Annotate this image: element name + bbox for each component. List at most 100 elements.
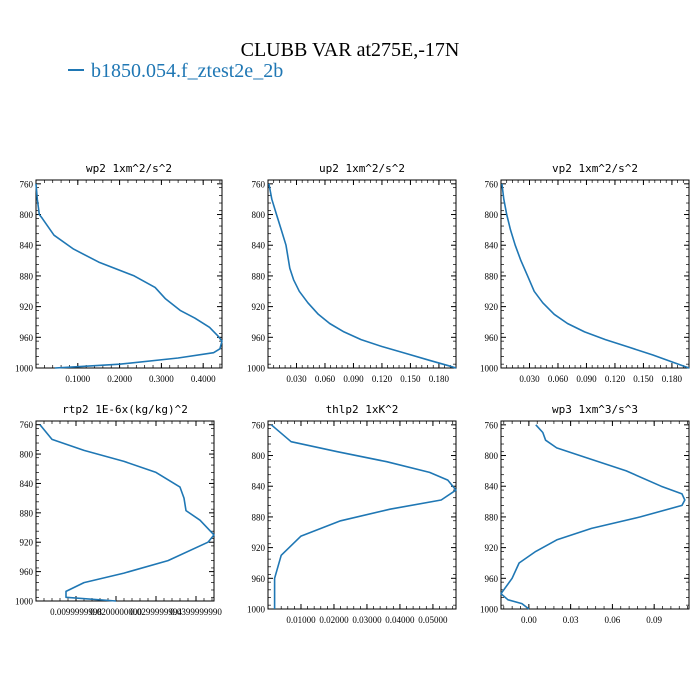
xtick-label: 0.0200000000 <box>90 607 142 617</box>
xtick-label: 0.09 <box>646 615 662 625</box>
plot-frame <box>267 420 457 610</box>
xtick-label: 0.030 <box>519 374 540 384</box>
ytick-label: 920 <box>485 302 499 312</box>
ytick-label: 840 <box>20 479 34 489</box>
ytick-label: 920 <box>485 543 499 553</box>
ytick-label: 880 <box>485 512 499 522</box>
xtick-label: 0.01000 <box>286 615 316 625</box>
series-line <box>500 424 686 610</box>
panel-title: vp2 1xm^2/s^2 <box>552 162 638 175</box>
ytick-label: 920 <box>20 302 34 312</box>
ytick-label: 840 <box>252 241 266 251</box>
ytick-label: 880 <box>20 508 34 518</box>
ytick-label: 800 <box>252 451 266 461</box>
xtick-label: 0.0299999994 <box>130 607 182 617</box>
xtick-label: 0.0099999998 <box>50 607 102 617</box>
ytick-label: 840 <box>20 241 34 251</box>
xtick-label: 0.4000 <box>191 374 216 384</box>
xtick-label: 0.090 <box>576 374 597 384</box>
xtick-label: 0.1000 <box>65 374 90 384</box>
panel-4: thlp2 1xK^2 760 800 840 880 920 960 1000 0.01000… <box>247 403 457 625</box>
series-line <box>39 424 215 602</box>
panel-1: up2 1xm^2/s^2 760 800 840 880 920 960 1000 0.030… <box>247 162 457 384</box>
xtick-label: 0.120 <box>605 374 626 384</box>
xtick-label: 0.3000 <box>149 374 174 384</box>
ytick-label: 760 <box>20 420 34 430</box>
ytick-label: 960 <box>20 333 34 343</box>
ytick-label: 800 <box>20 210 34 220</box>
xtick-label: 0.090 <box>343 374 364 384</box>
ytick-label: 800 <box>20 450 34 460</box>
plot-frame <box>35 420 215 602</box>
series-line <box>268 183 457 369</box>
ytick-label: 800 <box>485 210 499 220</box>
xtick-label: 0.150 <box>633 374 654 384</box>
ytick-label: 840 <box>485 482 499 492</box>
ytick-label: 920 <box>252 302 266 312</box>
series-line <box>270 424 457 609</box>
panel-title: up2 1xm^2/s^2 <box>319 162 405 175</box>
ytick-label: 760 <box>252 420 266 430</box>
ytick-label: 760 <box>20 179 34 189</box>
xtick-label: 0.0399999990 <box>170 607 222 617</box>
xtick-label: 0.060 <box>315 374 336 384</box>
ytick-label: 880 <box>20 271 34 281</box>
ytick-label: 1000 <box>247 605 266 615</box>
figure-title: CLUBB VAR at275E,-17N <box>241 39 460 61</box>
xtick-label: 0.060 <box>548 374 569 384</box>
legend-label: b1850.054.f_ztest2e_2b <box>91 60 283 82</box>
xtick-label: 0.03000 <box>352 615 382 625</box>
figure-legend: b1850.054.f_ztest2e_2b <box>68 60 283 82</box>
ytick-label: 920 <box>252 543 266 553</box>
xtick-label: 0.180 <box>662 374 683 384</box>
xtick-label: 0.06 <box>605 615 621 625</box>
panel-2: vp2 1xm^2/s^2 760 800 840 880 920 960 1000 0.030… <box>480 162 690 384</box>
plot-frame <box>500 179 690 369</box>
ytick-label: 880 <box>252 271 266 281</box>
ytick-label: 920 <box>20 538 34 548</box>
xtick-label: 0.150 <box>400 374 421 384</box>
series-line <box>501 183 690 369</box>
ytick-label: 960 <box>252 333 266 343</box>
ytick-label: 1000 <box>15 597 34 607</box>
ytick-label: 800 <box>485 451 499 461</box>
panel-0: wp2 1xm^2/s^2 760 800 840 880 920 960 1000 0.100… <box>15 162 223 384</box>
xtick-label: 0.180 <box>429 374 450 384</box>
ytick-label: 960 <box>252 574 266 584</box>
xtick-label: 0.04000 <box>385 615 415 625</box>
panel-5: wp3 1xm^3/s^3 760 800 840 880 920 960 1000 0.00 0… <box>480 403 690 625</box>
ytick-label: 1000 <box>480 364 499 374</box>
ytick-label: 880 <box>485 271 499 281</box>
panel-3: rtp2 1E-6x(kg/kg)^2 760 800 840 880 920 960 100… <box>15 403 222 617</box>
series-line <box>35 183 223 369</box>
ytick-label: 800 <box>252 210 266 220</box>
ytick-label: 880 <box>252 512 266 522</box>
ytick-label: 760 <box>252 179 266 189</box>
ytick-label: 960 <box>485 574 499 584</box>
panel-title: wp3 1xm^3/s^3 <box>552 403 638 416</box>
xtick-label: 0.05000 <box>418 615 448 625</box>
panel-title: thlp2 1xK^2 <box>326 403 399 416</box>
plot-frame <box>35 179 223 369</box>
plot-frame <box>500 420 690 610</box>
ytick-label: 840 <box>485 241 499 251</box>
panel-title: wp2 1xm^2/s^2 <box>86 162 172 175</box>
xtick-label: 0.2000 <box>107 374 132 384</box>
xtick-label: 0.03 <box>563 615 579 625</box>
ytick-label: 1000 <box>247 364 266 374</box>
ytick-label: 1000 <box>480 605 499 615</box>
xtick-label: 0.030 <box>286 374 307 384</box>
ytick-label: 840 <box>252 482 266 492</box>
xtick-label: 0.02000 <box>319 615 349 625</box>
xtick-label: 0.00 <box>521 615 537 625</box>
panel-title: rtp2 1E-6x(kg/kg)^2 <box>62 403 188 416</box>
xtick-label: 0.120 <box>372 374 393 384</box>
ytick-label: 960 <box>20 567 34 577</box>
ytick-label: 760 <box>485 179 499 189</box>
plot-frame <box>267 179 457 369</box>
ytick-label: 960 <box>485 333 499 343</box>
ytick-label: 760 <box>485 420 499 430</box>
panels-group: wp2 1xm^2/s^2 760 800 840 880 920 960 1000 0.100… <box>15 162 690 625</box>
ytick-label: 1000 <box>15 364 34 374</box>
